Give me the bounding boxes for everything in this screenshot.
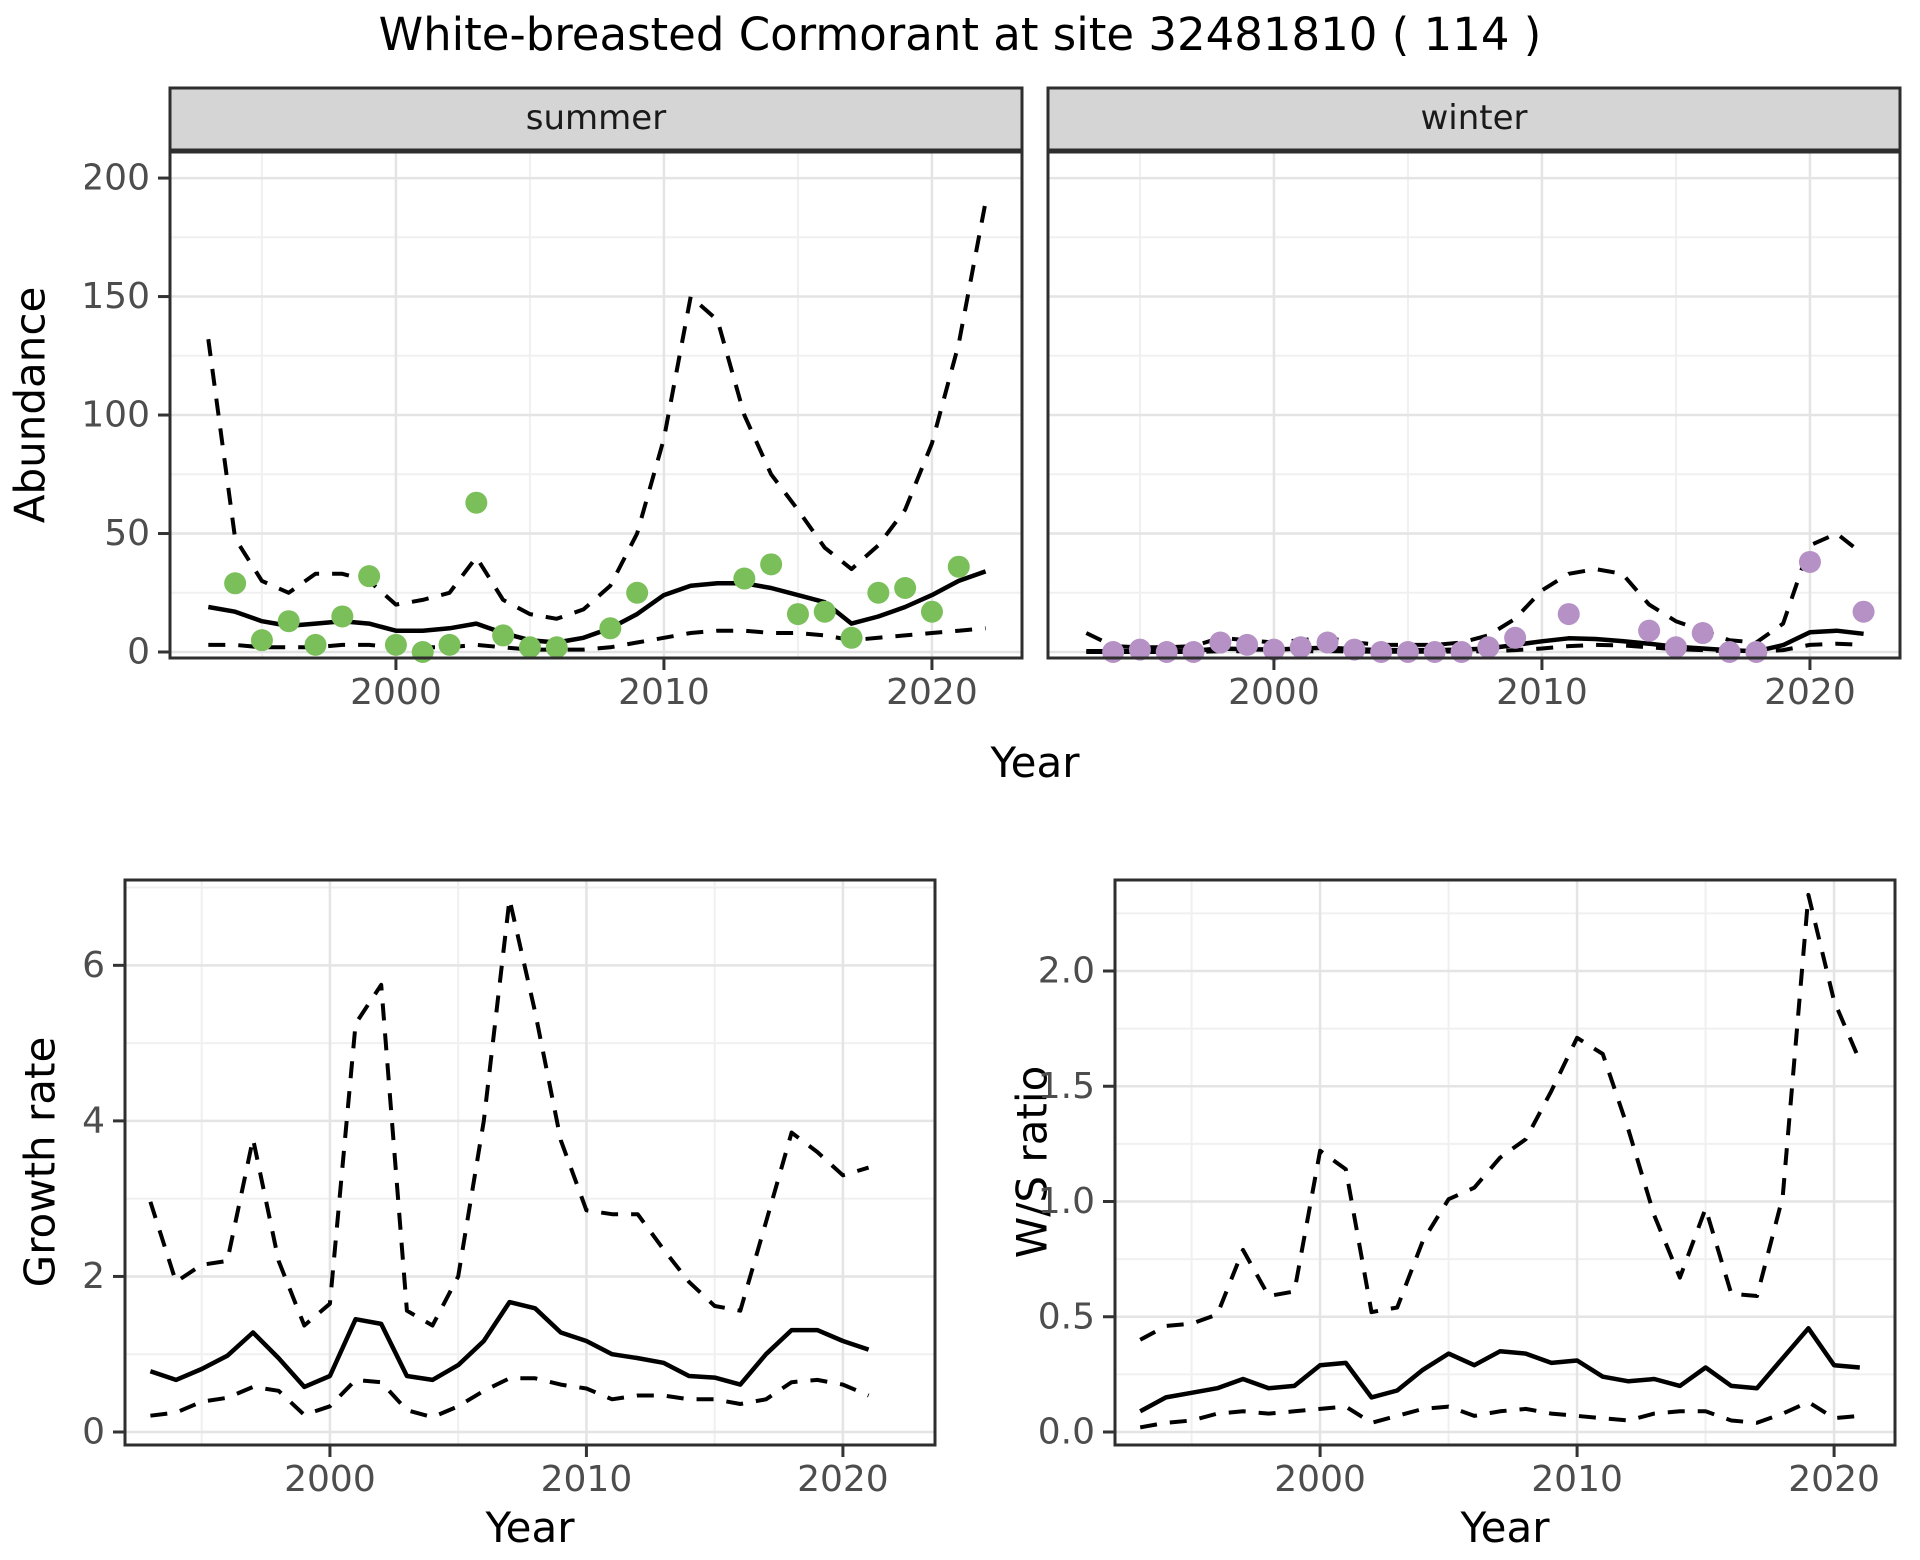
svg-text:200: 200 bbox=[85, 158, 150, 199]
svg-text:0.0: 0.0 bbox=[1038, 1411, 1095, 1452]
svg-text:100: 100 bbox=[85, 395, 150, 436]
svg-text:2020: 2020 bbox=[797, 1459, 889, 1500]
svg-text:1.0: 1.0 bbox=[1038, 1181, 1095, 1222]
svg-text:2020: 2020 bbox=[1764, 672, 1856, 713]
svg-text:2.0: 2.0 bbox=[1038, 951, 1095, 992]
svg-text:2020: 2020 bbox=[1788, 1459, 1880, 1500]
svg-text:0.5: 0.5 bbox=[1038, 1296, 1095, 1337]
svg-text:2: 2 bbox=[82, 1256, 105, 1297]
svg-text:winter: winter bbox=[1420, 98, 1527, 138]
svg-text:2010: 2010 bbox=[1496, 672, 1588, 713]
svg-text:2020: 2020 bbox=[886, 672, 978, 713]
svg-text:summer: summer bbox=[526, 98, 666, 138]
svg-text:50: 50 bbox=[104, 513, 150, 554]
svg-text:0: 0 bbox=[82, 1412, 105, 1453]
svg-text:4: 4 bbox=[82, 1100, 105, 1141]
svg-text:6: 6 bbox=[82, 945, 105, 986]
svg-text:2000: 2000 bbox=[1274, 1459, 1366, 1500]
svg-text:1.5: 1.5 bbox=[1038, 1066, 1095, 1107]
summer-facet-panel: summer 2000 2010 2020 0 50 100 150 200 bbox=[85, 86, 1024, 713]
svg-text:2000: 2000 bbox=[284, 1459, 376, 1500]
ws-ratio-panel: 2000 2010 2020 0.0 0.5 1.0 1.5 2.0 bbox=[1038, 878, 1897, 1500]
svg-text:2010: 2010 bbox=[1531, 1459, 1623, 1500]
ws-x-axis-title: Year bbox=[1460, 1503, 1550, 1552]
svg-text:150: 150 bbox=[85, 276, 150, 317]
growth-rate-panel: 2000 2010 2020 0 2 4 6 bbox=[82, 878, 937, 1500]
svg-text:2010: 2010 bbox=[618, 672, 710, 713]
abundance-axis-title: Abundance bbox=[5, 286, 55, 524]
svg-text:0: 0 bbox=[127, 632, 150, 673]
svg-text:2000: 2000 bbox=[350, 672, 442, 713]
svg-text:2000: 2000 bbox=[1228, 672, 1320, 713]
top-x-axis-title: Year bbox=[990, 738, 1080, 787]
growth-x-axis-title: Year bbox=[485, 1503, 575, 1552]
svg-text:2010: 2010 bbox=[541, 1459, 633, 1500]
winter-facet-panel: winter 2000 2010 2020 bbox=[1046, 86, 1902, 713]
plot-title: White-breasted Cormorant at site 3248181… bbox=[378, 8, 1542, 61]
